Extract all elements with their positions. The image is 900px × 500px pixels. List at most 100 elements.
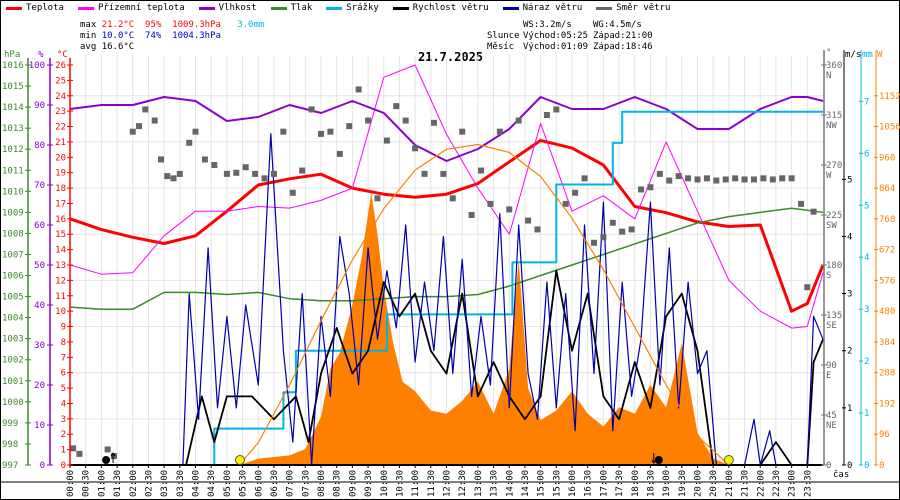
legend-label: Směr větru: [616, 3, 671, 13]
legend-swatch-rychlost: [392, 6, 409, 10]
wind-dir-point: [468, 212, 475, 218]
legend: Teplota Přízemní teplota Vlhkost Tlak Sr…: [6, 3, 670, 13]
wind-dir-point: [233, 169, 240, 176]
x-tick-label: 09:00: [348, 470, 358, 497]
axis-tick-label-degc: 13: [55, 261, 66, 271]
axis-tick-label-pct: 70: [34, 181, 45, 191]
wind-dir-point: [506, 206, 513, 213]
axis-tick-label-degc: 5: [61, 384, 66, 394]
axis-tick-label-deg: 225: [826, 211, 842, 221]
axis-tick-label-ms: 2: [847, 347, 852, 357]
unit-hpa: hPa: [4, 50, 21, 60]
wind-dir-point: [798, 200, 805, 207]
x-tick-label: 09:30: [364, 470, 374, 497]
legend-label: Teplota: [26, 3, 64, 13]
axis-tick-label-ms: 4: [847, 232, 852, 242]
axes: 00:00 00:30 01:00 01:30 02:00 02:30 03:00 03:30…: [0, 50, 900, 497]
wind-dir-point: [487, 200, 494, 207]
wind-dir-point: [430, 119, 437, 126]
wind-dir-point: [449, 195, 456, 202]
moonrise-arrow-icon: [110, 452, 116, 463]
x-tick-label: 12:30: [458, 470, 468, 497]
stats-min-press: 1004.3hPa: [172, 31, 221, 41]
wind-dir-point: [346, 123, 353, 130]
x-tick-label: 08:00: [317, 470, 327, 497]
axis-tick-label-degc: 18: [55, 184, 66, 194]
moon-set: Západ:18:46: [593, 42, 653, 52]
axis-tick-label-dir: NW: [826, 121, 837, 131]
stats-min-row: min 10.0°C 74% 1004.3hPa: [80, 31, 264, 42]
wind-dir-point: [713, 177, 720, 184]
wind-dir-point: [151, 117, 158, 124]
axis-tick-label-deg: 90: [826, 361, 837, 371]
wind-dir-point: [741, 176, 748, 183]
x-tick-label: 17:30: [615, 470, 625, 497]
wind-dir-point: [553, 106, 560, 113]
wind-dir-point: [104, 446, 111, 453]
legend-label: Rychlost větru: [412, 3, 489, 13]
legend-item: Tlak: [270, 3, 312, 13]
axis-tick-label-dir: SW: [826, 221, 837, 231]
wind-dir-point: [638, 186, 645, 193]
markers: [102, 452, 734, 465]
axis-tick-label-degc: 2: [61, 430, 66, 440]
wind-dir-point: [170, 175, 177, 182]
x-tick-label: 10:30: [395, 470, 405, 497]
wind-dir-point: [779, 175, 786, 182]
axis-tick-label-deg: 45: [826, 411, 837, 421]
series-line-vlhkost: [69, 96, 824, 162]
axis-tick-label-degc: 19: [55, 169, 66, 179]
axis-tick-label-w: 384: [879, 338, 895, 348]
sun-set: Západ:21:00: [593, 31, 653, 41]
x-tick-label: 14:00: [505, 470, 515, 497]
chart-title: 21.7.2025: [418, 50, 484, 64]
wind-dir-point: [421, 170, 428, 177]
axis-tick-label-degc: 3: [61, 415, 66, 425]
axis-tick-label-hpa: 1002: [2, 356, 24, 366]
wind-dir-point: [694, 176, 701, 183]
wind-dir-point: [525, 217, 532, 224]
axis-tick-label-pct: 50: [34, 261, 45, 271]
grid: [69, 55, 823, 466]
axis-tick-label-ms: 5: [847, 175, 852, 185]
x-tick-label: 05:30: [239, 470, 249, 497]
wind-dir-point: [760, 175, 767, 182]
x-tick-label: 20:30: [709, 470, 719, 497]
axis-tick-label-hpa: 1009: [2, 208, 24, 218]
wind-dir-point: [308, 106, 315, 113]
wind-dir-point: [186, 139, 193, 146]
axis-tick-label-pct: 40: [34, 301, 45, 311]
axis-tick-label-pct: 90: [34, 101, 45, 111]
x-tick-label: 06:00: [254, 470, 264, 497]
wind-dir-point: [788, 175, 795, 182]
wind-dir-point: [440, 170, 447, 177]
x-tick-label: 15:30: [552, 470, 562, 497]
axis-tick-label-degc: 0: [61, 461, 66, 471]
wind-dir-point: [703, 175, 710, 182]
x-tick-label: 23:30: [803, 470, 813, 497]
unit-degc: °C: [57, 50, 68, 60]
wind-dir-point: [572, 189, 579, 196]
axis-tick-label-degc: 26: [55, 61, 66, 71]
axis-tick-label-mm: 7: [864, 97, 869, 107]
wind-dir-point: [76, 450, 83, 457]
series-line-sr-ky: [70, 110, 823, 466]
wind-dir-point: [534, 226, 541, 233]
axis-tick-label-hpa: 1016: [2, 61, 24, 71]
axis-tick-label-w: 1056: [879, 123, 900, 133]
axis-tick-label-w: 864: [879, 184, 895, 194]
x-tick-label: 04:00: [192, 470, 202, 497]
x-tick-label: 12:00: [443, 470, 453, 497]
sun-rise: Východ:05:25: [523, 31, 589, 41]
wind-dir-point: [804, 284, 811, 291]
x-tick-label: 13:30: [490, 470, 500, 497]
wind-dir-point: [675, 173, 682, 180]
stats-max-press: 1009.3hPa: [172, 20, 221, 30]
wind-dir-point: [393, 103, 400, 110]
axis-tick-label-ms: 0: [847, 461, 852, 471]
axis-tick-label-degc: 11: [55, 292, 66, 302]
axis-tick-label-degc: 10: [55, 307, 66, 317]
axis-tick-label-pct: 20: [34, 381, 45, 391]
axis-tick-label-deg: 135: [826, 311, 842, 321]
axis-tick-label-degc: 24: [55, 92, 66, 102]
